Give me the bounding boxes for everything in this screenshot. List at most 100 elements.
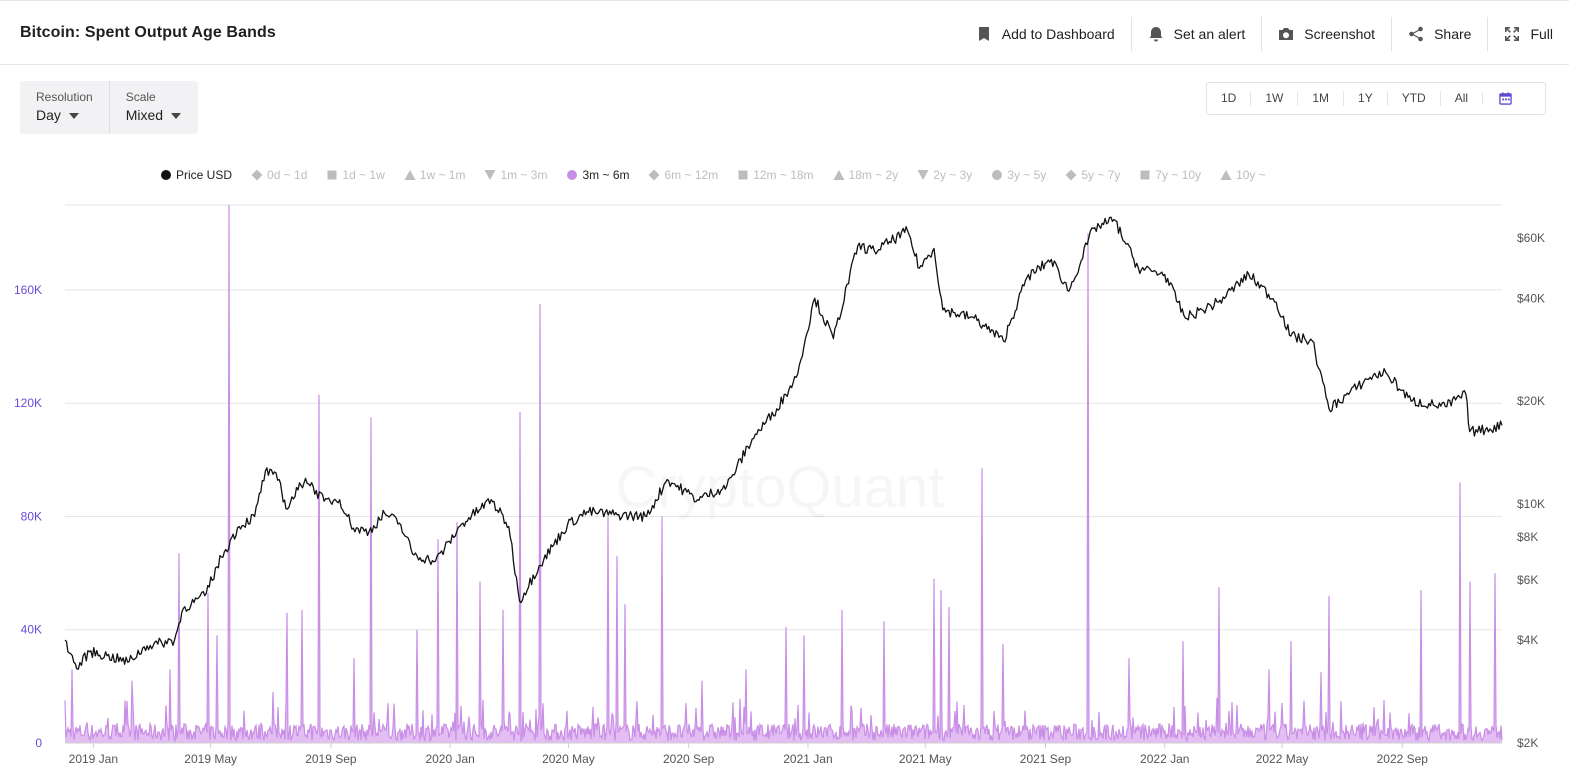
- x-axis-tick-label: 2022 Sep: [1377, 752, 1429, 766]
- chart-legend: Price USD 0d ~ 1d 1d ~ 1w 1w ~ 1m 1m ~ 3m 3m …: [160, 168, 1285, 182]
- legend-item-0[interactable]: Price USD: [160, 168, 232, 182]
- x-axis-tick-label: 2020 May: [542, 752, 595, 766]
- top-bar: Bitcoin: Spent Output Age Bands Add to D…: [0, 0, 1569, 65]
- resolution-dropdown[interactable]: Resolution Day: [20, 81, 109, 134]
- right-axis-tick-label: $6K: [1517, 573, 1538, 587]
- x-axis-tick-label: 2019 Jan: [69, 752, 118, 766]
- scale-label: Scale: [125, 90, 156, 104]
- watermark: CryptoQuant: [616, 455, 945, 520]
- chart-area: 0 40K 80K 120K 160K $2K $4K $6K $8K $10K $20K $40K $…: [14, 204, 1545, 766]
- calendar-icon: [1499, 92, 1512, 105]
- legend-marker-icon: [1220, 170, 1232, 180]
- legend-marker-icon: [484, 170, 496, 180]
- page-title: Bitcoin: Spent Output Age Bands: [20, 24, 276, 41]
- legend-marker-icon: [833, 170, 845, 180]
- range-ytd-button[interactable]: YTD: [1386, 91, 1440, 106]
- legend-item-6[interactable]: 6m ~ 12m: [648, 168, 718, 182]
- legend-marker-icon: [251, 169, 263, 181]
- range-1d-button[interactable]: 1D: [1221, 91, 1237, 105]
- x-axis-tick-label: 2020 Sep: [663, 752, 715, 766]
- series-3m-6m-line: [64, 204, 1503, 743]
- legend-marker-icon: [404, 170, 416, 180]
- legend-label: 0d ~ 1d: [267, 168, 308, 182]
- chart-controls: Resolution Day Scale Mixed: [20, 81, 198, 134]
- legend-marker-icon: [1140, 170, 1150, 180]
- right-axis-tick-label: $10K: [1517, 497, 1545, 511]
- legend-item-12[interactable]: 7y ~ 10y: [1139, 168, 1201, 182]
- x-axis-tick-label: 2020 Jan: [425, 752, 474, 766]
- set-alert-button[interactable]: Set an alert: [1130, 17, 1262, 51]
- legend-marker-icon: [161, 170, 171, 180]
- time-range-selector: 1D 1W 1M 1Y YTD All: [1206, 82, 1546, 115]
- x-axis-tick-label: 2019 May: [184, 752, 237, 766]
- right-axis-tick-label: $4K: [1517, 633, 1538, 647]
- legend-label: 1w ~ 1m: [419, 168, 466, 182]
- x-axis-tick-label: 2019 Sep: [305, 752, 357, 766]
- right-axis-tick-label: $8K: [1517, 530, 1538, 544]
- legend-label: 2y ~ 3y: [933, 168, 973, 182]
- camera-icon: [1279, 28, 1294, 40]
- legend-item-10[interactable]: 3y ~ 5y: [991, 168, 1046, 182]
- share-label: Share: [1434, 26, 1472, 42]
- legend-item-4[interactable]: 1m ~ 3m: [484, 168, 547, 182]
- left-axis-tick-label: 120K: [14, 396, 42, 410]
- scale-dropdown[interactable]: Scale Mixed: [108, 81, 197, 134]
- fullscreen-label: Full: [1530, 26, 1553, 42]
- legend-marker-icon: [648, 169, 660, 181]
- add-to-dashboard-button[interactable]: Add to Dashboard: [960, 17, 1131, 51]
- x-axis-tick-label: 2022 Jan: [1140, 752, 1189, 766]
- screenshot-button[interactable]: Screenshot: [1261, 17, 1391, 51]
- legend-marker-icon: [992, 170, 1003, 180]
- screenshot-label: Screenshot: [1304, 26, 1376, 42]
- bookmark-icon: [978, 27, 989, 41]
- legend-label: 1m ~ 3m: [500, 168, 548, 182]
- range-all-button[interactable]: All: [1439, 91, 1482, 106]
- series-price-usd-line: [64, 216, 1503, 670]
- date-picker-button[interactable]: [1482, 92, 1524, 105]
- legend-item-5[interactable]: 3m ~ 6m: [566, 168, 629, 182]
- legend-marker-icon: [738, 170, 748, 180]
- resolution-label: Resolution: [36, 90, 93, 104]
- legend-label: 7y ~ 10y: [1155, 168, 1202, 182]
- legend-label: 1d ~ 1w: [342, 168, 385, 182]
- right-axis-tick-label: $2K: [1517, 736, 1538, 750]
- legend-item-11[interactable]: 5y ~ 7y: [1065, 168, 1120, 182]
- bell-icon: [1149, 27, 1163, 42]
- range-1w-button[interactable]: 1W: [1250, 91, 1297, 106]
- left-axis-tick-label: 40K: [21, 623, 42, 637]
- legend-item-8[interactable]: 18m ~ 2y: [833, 168, 899, 182]
- chevron-down-icon: [68, 113, 79, 119]
- legend-label: 5y ~ 7y: [1081, 168, 1121, 182]
- legend-marker-icon: [1065, 169, 1077, 181]
- legend-item-3[interactable]: 1w ~ 1m: [404, 168, 466, 182]
- legend-item-1[interactable]: 0d ~ 1d: [251, 168, 307, 182]
- legend-label: 18m ~ 2y: [848, 168, 899, 182]
- expand-icon: [1505, 27, 1520, 41]
- chevron-down-icon: [171, 113, 182, 119]
- set-alert-label: Set an alert: [1173, 26, 1246, 42]
- x-axis-tick-label: 2022 May: [1256, 752, 1309, 766]
- legend-item-2[interactable]: 1d ~ 1w: [326, 168, 385, 182]
- action-toolbar: Add to Dashboard Set an alert Screenshot…: [960, 17, 1569, 51]
- legend-label: Price USD: [176, 168, 233, 182]
- left-axis-tick-label: 0: [35, 736, 42, 750]
- legend-marker-icon: [917, 170, 929, 180]
- legend-label: 12m ~ 18m: [753, 168, 814, 182]
- legend-label: 3m ~ 6m: [582, 168, 630, 182]
- range-1y-button[interactable]: 1Y: [1343, 91, 1387, 106]
- range-1m-button[interactable]: 1M: [1297, 91, 1343, 106]
- scale-value: Mixed: [125, 107, 164, 123]
- share-button[interactable]: Share: [1391, 17, 1487, 51]
- legend-item-13[interactable]: 10y ~: [1220, 168, 1266, 182]
- fullscreen-button[interactable]: Full: [1487, 17, 1569, 51]
- left-axis-tick-label: 160K: [14, 283, 42, 297]
- x-axis-tick-label: 2021 Jan: [783, 752, 832, 766]
- legend-label: 6m ~ 12m: [664, 168, 719, 182]
- x-axis-tick-label: 2021 Sep: [1020, 752, 1072, 766]
- add-to-dashboard-label: Add to Dashboard: [1001, 26, 1115, 42]
- right-axis-tick-label: $40K: [1517, 291, 1545, 305]
- resolution-value: Day: [36, 107, 61, 123]
- legend-label: 10y ~: [1236, 168, 1266, 182]
- legend-item-9[interactable]: 2y ~ 3y: [917, 168, 972, 182]
- legend-item-7[interactable]: 12m ~ 18m: [737, 168, 814, 182]
